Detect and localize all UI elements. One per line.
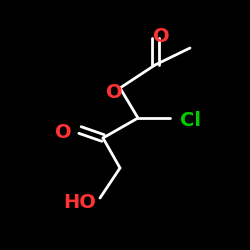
Text: Cl: Cl	[180, 110, 201, 130]
Text: HO: HO	[63, 192, 96, 212]
Text: O: O	[56, 122, 72, 142]
Text: O: O	[153, 26, 169, 46]
Text: O: O	[106, 82, 122, 102]
